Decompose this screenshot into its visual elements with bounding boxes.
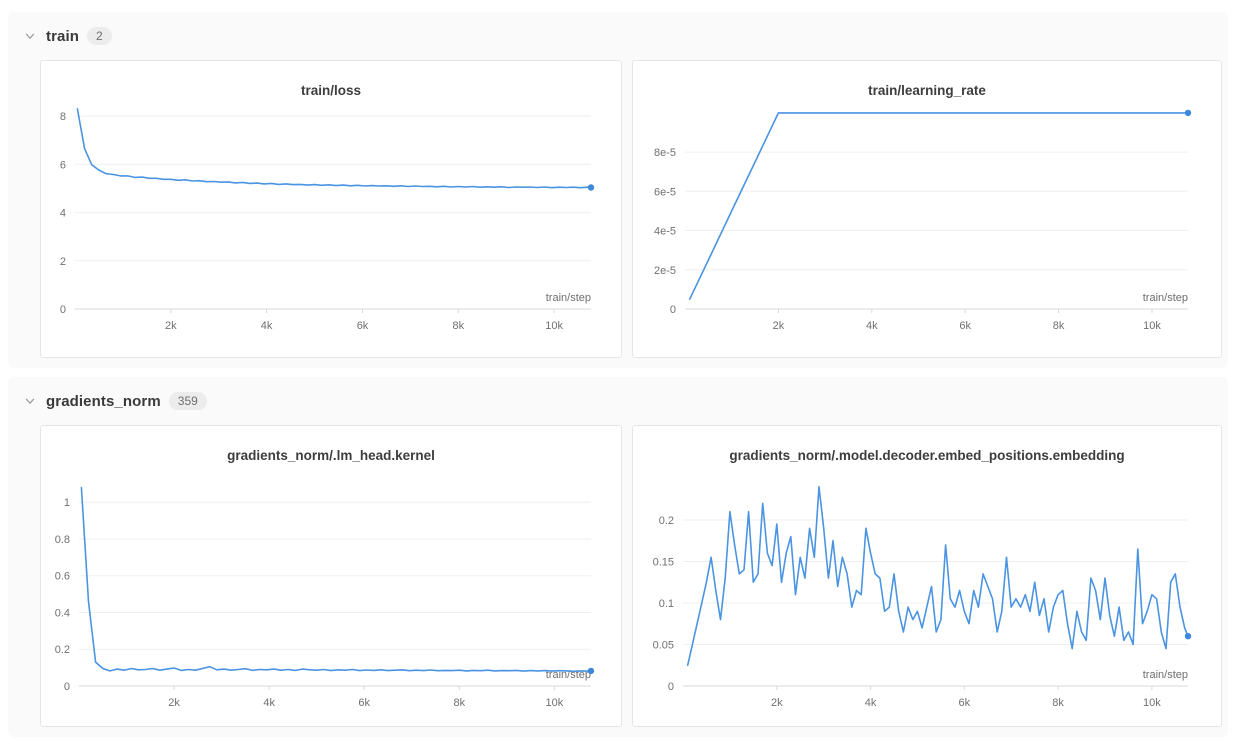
- svg-text:0.2: 0.2: [55, 644, 70, 656]
- svg-text:0.4: 0.4: [55, 608, 70, 620]
- svg-text:4e-5: 4e-5: [654, 226, 676, 238]
- svg-text:2k: 2k: [771, 697, 783, 709]
- svg-text:0: 0: [64, 681, 70, 693]
- svg-text:train/step: train/step: [546, 292, 591, 304]
- chart-card-train-learning-rate[interactable]: train/learning_rate 0 2e-5 4e-5 6e-5 8e-5 2k 4…: [632, 60, 1222, 358]
- svg-text:6: 6: [60, 159, 66, 171]
- svg-text:4k: 4k: [865, 697, 877, 709]
- svg-text:0.8: 0.8: [55, 534, 70, 546]
- svg-text:2k: 2k: [168, 697, 180, 709]
- chart-title: train/learning_rate: [868, 83, 986, 98]
- svg-text:6e-5: 6e-5: [654, 186, 676, 198]
- chart-title: gradients_norm/.model.decoder.embed_posi…: [729, 448, 1125, 463]
- chart-canvas-train-loss[interactable]: 0 2 4 6 8 2k 4k 6k 8k 10k train/step: [41, 61, 621, 357]
- svg-text:2k: 2k: [773, 320, 785, 332]
- svg-text:10k: 10k: [546, 697, 564, 709]
- chart-title: gradients_norm/.lm_head.kernel: [227, 448, 435, 463]
- svg-text:10k: 10k: [1143, 320, 1161, 332]
- svg-text:0.6: 0.6: [55, 571, 70, 583]
- svg-text:train/step: train/step: [546, 669, 591, 681]
- svg-text:0.05: 0.05: [653, 640, 674, 652]
- section-train-count-badge: 2: [87, 27, 112, 45]
- svg-text:4k: 4k: [261, 320, 273, 332]
- chart-card-embed-positions-embedding[interactable]: gradients_norm/.model.decoder.embed_posi…: [632, 425, 1222, 727]
- section-train: train 2 train/loss 0 2 4 6 8 2k 4k 6k 8k 10k train…: [8, 12, 1228, 368]
- section-train-header[interactable]: train 2: [8, 24, 1228, 48]
- svg-text:4k: 4k: [866, 320, 878, 332]
- section-gradients-norm-header[interactable]: gradients_norm 359: [8, 389, 1228, 413]
- section-gradients-norm: gradients_norm 359 gradients_norm/.lm_he…: [8, 377, 1228, 737]
- svg-text:8k: 8k: [1052, 697, 1064, 709]
- svg-text:0: 0: [670, 304, 676, 316]
- chevron-down-icon[interactable]: [22, 393, 38, 409]
- chart-card-lm-head-kernel[interactable]: gradients_norm/.lm_head.kernel 0 0.2 0.4 0.…: [40, 425, 622, 727]
- svg-text:2k: 2k: [165, 320, 177, 332]
- section-train-label: train: [46, 27, 80, 45]
- svg-text:2: 2: [60, 256, 66, 268]
- chart-title: train/loss: [300, 83, 362, 98]
- svg-text:10k: 10k: [545, 320, 563, 332]
- chart-card-train-loss[interactable]: train/loss 0 2 4 6 8 2k 4k 6k 8k 10k train/step: [40, 60, 622, 358]
- svg-text:8: 8: [60, 111, 66, 123]
- svg-text:0: 0: [60, 304, 66, 316]
- svg-text:6k: 6k: [959, 320, 971, 332]
- svg-text:6k: 6k: [357, 320, 369, 332]
- chart-canvas-lm-head-kernel[interactable]: 0 0.2 0.4 0.6 0.8 1 2k 4k 6k 8k 10k train/step: [41, 426, 621, 726]
- section-gradients-norm-count-badge: 359: [168, 392, 207, 410]
- svg-text:4: 4: [60, 208, 66, 220]
- section-gradients-norm-label: gradients_norm: [46, 392, 161, 410]
- chart-canvas-train-learning-rate[interactable]: 0 2e-5 4e-5 6e-5 8e-5 2k 4k 6k 8k 10k train/step: [633, 61, 1221, 357]
- chart-canvas-embed-positions-embedding[interactable]: 0 0.05 0.1 0.15 0.2 2k 4k 6k 8k 10k train/step: [633, 426, 1221, 726]
- svg-text:0.1: 0.1: [659, 598, 674, 610]
- svg-text:8k: 8k: [1053, 320, 1065, 332]
- svg-text:8e-5: 8e-5: [654, 147, 676, 159]
- svg-text:0: 0: [668, 681, 674, 693]
- svg-text:8k: 8k: [453, 697, 465, 709]
- svg-text:1: 1: [64, 497, 70, 509]
- svg-text:2e-5: 2e-5: [654, 265, 676, 277]
- svg-text:4k: 4k: [263, 697, 275, 709]
- svg-text:8k: 8k: [452, 320, 464, 332]
- svg-text:0.15: 0.15: [653, 557, 674, 569]
- svg-text:6k: 6k: [358, 697, 370, 709]
- chevron-down-icon[interactable]: [22, 28, 38, 44]
- svg-text:0.2: 0.2: [659, 515, 674, 527]
- svg-text:train/step: train/step: [1143, 292, 1188, 304]
- svg-text:6k: 6k: [958, 697, 970, 709]
- svg-text:train/step: train/step: [1143, 669, 1188, 681]
- svg-text:10k: 10k: [1143, 697, 1161, 709]
